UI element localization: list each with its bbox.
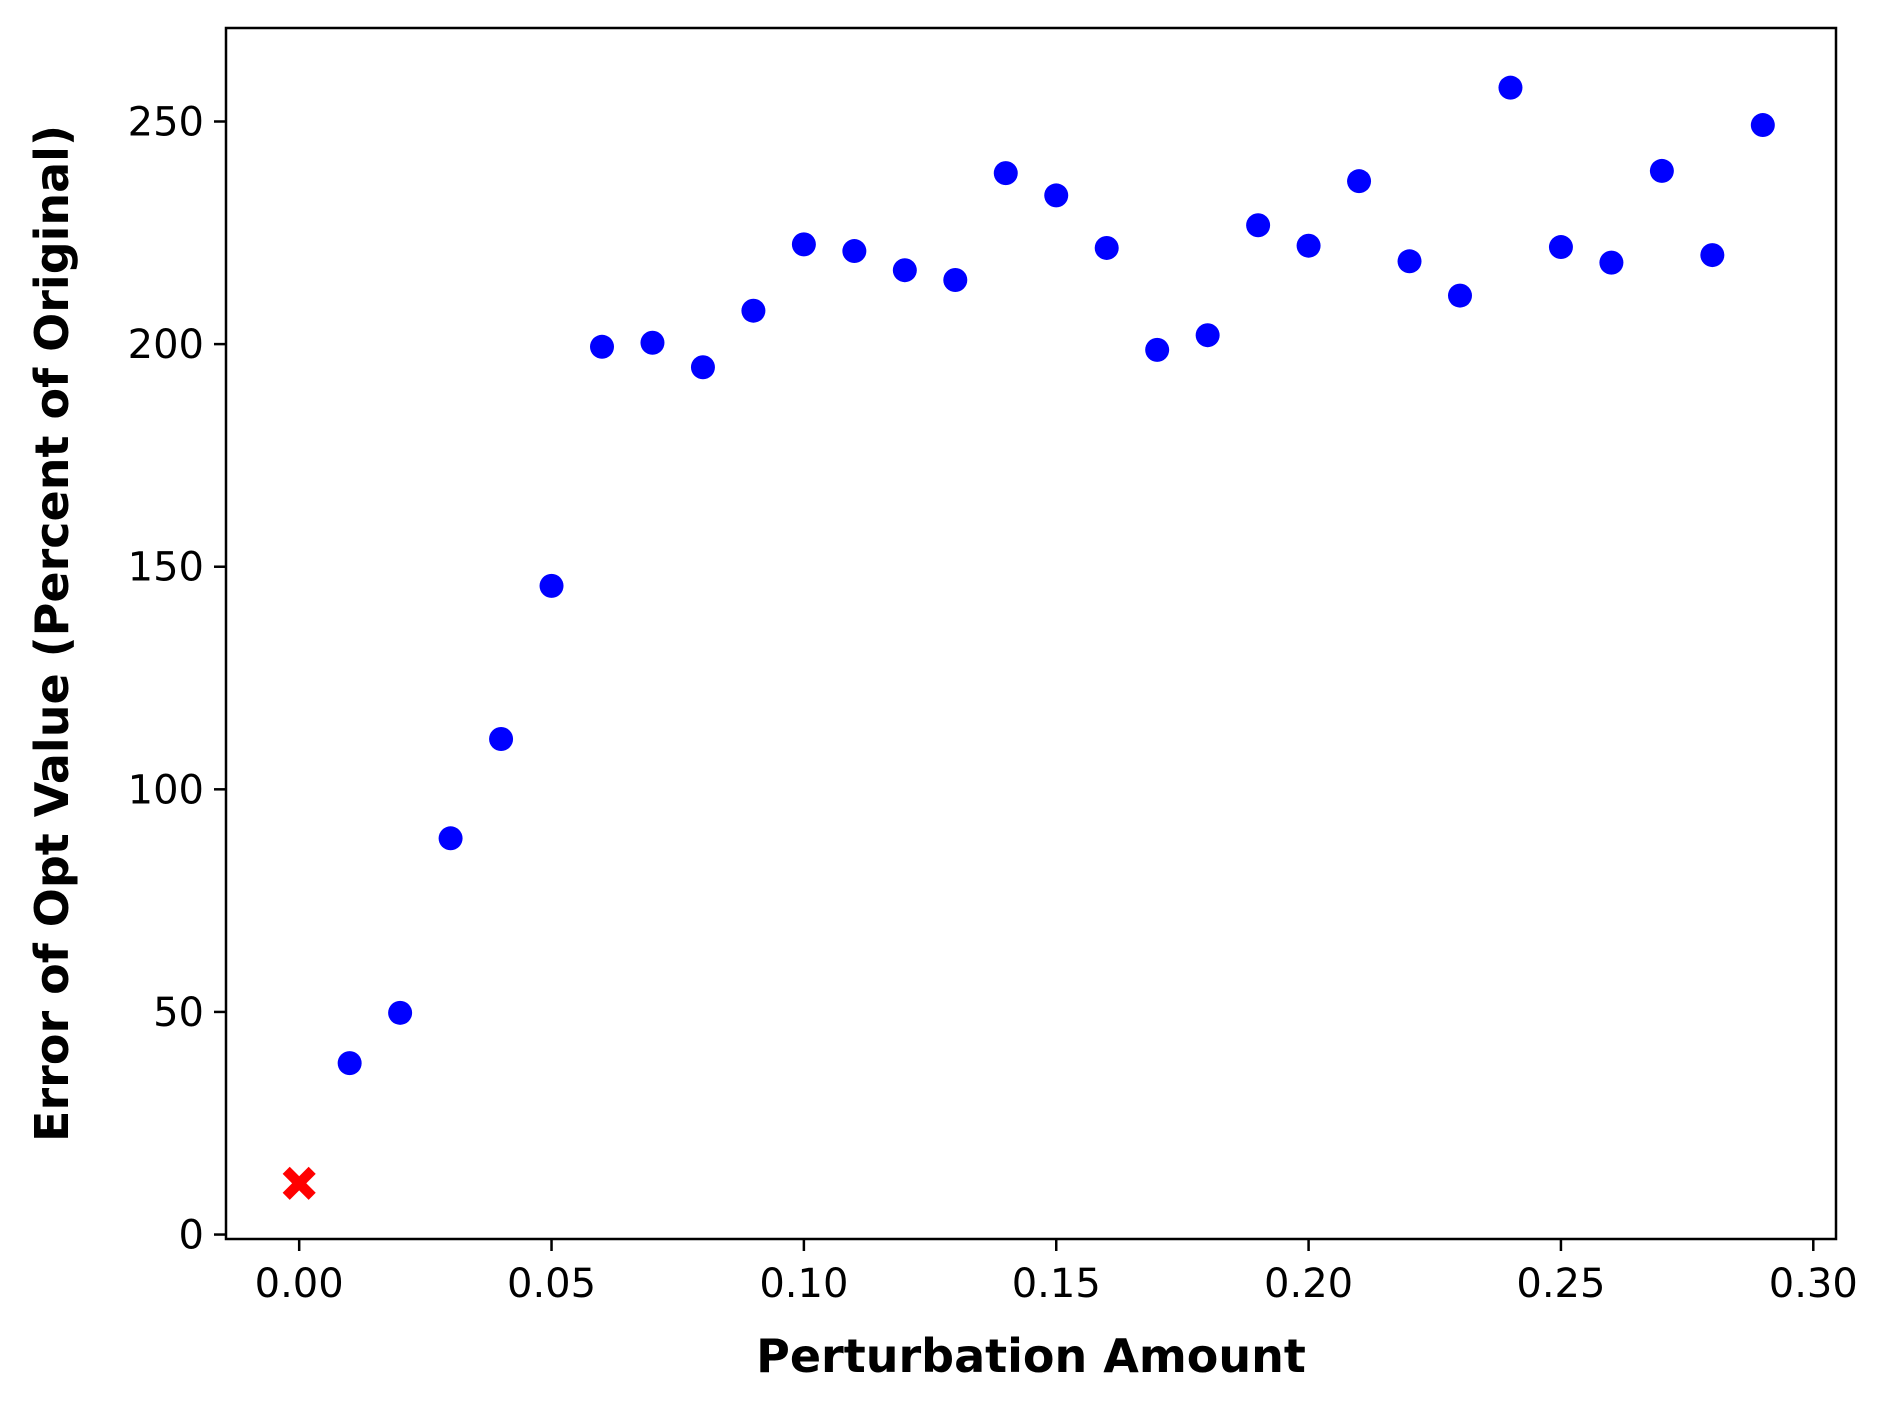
data-point: [1347, 169, 1372, 194]
x-tick-label: 0.00: [255, 1261, 344, 1307]
data-point: [741, 298, 766, 323]
data-point: [1649, 158, 1674, 183]
x-tick-label: 0.20: [1264, 1261, 1353, 1307]
y-tick-label: 0: [179, 1213, 204, 1259]
data-point: [1397, 249, 1422, 274]
data-point: [1195, 323, 1220, 348]
x-axis-label: Perturbation Amount: [756, 1329, 1306, 1383]
marks-layer: [282, 75, 1775, 1200]
x-marker-point: [282, 1166, 316, 1200]
data-point: [539, 573, 564, 598]
data-point: [590, 334, 615, 359]
data-point: [1447, 283, 1472, 308]
y-tick-label: 50: [153, 990, 204, 1036]
data-point: [791, 232, 816, 257]
x-tick-label: 0.15: [1012, 1261, 1101, 1307]
data-point: [337, 1051, 362, 1076]
x-tick-label: 0.05: [507, 1261, 596, 1307]
data-point: [690, 355, 715, 380]
y-axis-label: Error of Opt Value (Percent of Original): [25, 125, 79, 1142]
axes-layer: 0.00 0.05 0.10 0.15 0.20 0.25 0.30 0 50 100 150 200…: [128, 99, 1858, 1307]
plot-frame: [224, 26, 1838, 1241]
data-point: [993, 161, 1018, 186]
y-tick-label: 200: [128, 322, 204, 368]
data-point: [1700, 243, 1725, 268]
data-point: [1145, 337, 1170, 362]
y-tick-label: 150: [128, 545, 204, 591]
data-point: [388, 1000, 413, 1025]
data-point: [1296, 233, 1321, 258]
data-point: [438, 826, 463, 851]
x-tick-label: 0.30: [1769, 1261, 1858, 1307]
x-tick-label: 0.25: [1516, 1261, 1605, 1307]
data-point: [1246, 213, 1271, 238]
y-tick-label: 100: [128, 767, 204, 813]
data-point: [1599, 250, 1624, 275]
data-point: [1498, 75, 1523, 100]
data-point: [489, 727, 514, 752]
data-point: [842, 239, 867, 264]
y-tick-label: 250: [128, 99, 204, 145]
data-point: [1548, 235, 1573, 260]
data-point: [1044, 183, 1069, 208]
data-point: [943, 267, 968, 292]
data-point: [1750, 113, 1775, 138]
data-point: [640, 330, 665, 355]
data-point: [892, 258, 917, 283]
x-tick-label: 0.10: [759, 1261, 848, 1307]
data-point: [1094, 235, 1119, 260]
